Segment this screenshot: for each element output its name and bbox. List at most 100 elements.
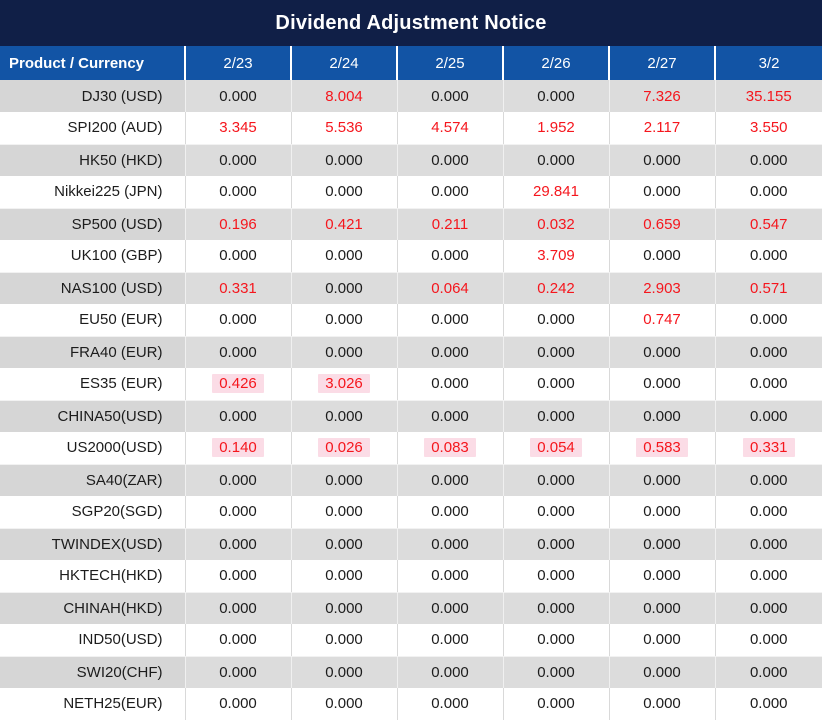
dividend-value-adjusted: 4.574 bbox=[431, 119, 469, 137]
value-cell: 0.331 bbox=[714, 432, 822, 465]
dividend-value: 0.000 bbox=[431, 663, 469, 681]
value-cell: 0.083 bbox=[396, 432, 503, 465]
dividend-value: 0.000 bbox=[431, 503, 469, 521]
value-cell: 0.571 bbox=[714, 272, 822, 304]
value-cell: 2.117 bbox=[608, 112, 715, 145]
product-label: Nikkei225 (JPN) bbox=[0, 176, 185, 209]
dividend-value: 0.000 bbox=[431, 695, 469, 713]
table-row: DJ30 (USD) 0.000 8.004 0.000 0.000 7.326 35.15… bbox=[0, 80, 822, 112]
value-cell: 0.000 bbox=[502, 400, 609, 432]
dividend-value: 0.000 bbox=[219, 87, 257, 105]
value-cell: 0.000 bbox=[396, 464, 503, 496]
value-cell: 0.000 bbox=[396, 304, 503, 337]
value-cell: 0.000 bbox=[184, 80, 291, 112]
dividend-value-adjusted: 0.331 bbox=[742, 438, 795, 458]
value-cell: 0.000 bbox=[714, 528, 822, 560]
dividend-value: 0.000 bbox=[749, 247, 788, 265]
value-cell: 0.000 bbox=[714, 656, 822, 688]
dividend-value: 0.000 bbox=[643, 503, 681, 521]
table-row: SP500 (USD) 0.196 0.421 0.211 0.032 0.659 0.54… bbox=[0, 208, 822, 240]
value-cell: 0.000 bbox=[714, 624, 822, 657]
dividend-value: 0.000 bbox=[431, 535, 469, 553]
dividend-value: 0.000 bbox=[749, 311, 788, 329]
dividend-value: 0.000 bbox=[219, 407, 257, 425]
value-cell: 0.000 bbox=[714, 336, 822, 368]
value-cell: 0.000 bbox=[290, 656, 397, 688]
value-cell: 0.000 bbox=[502, 592, 609, 624]
dividend-value: 0.000 bbox=[537, 567, 575, 585]
value-cell: 0.000 bbox=[714, 688, 822, 720]
value-cell: 0.000 bbox=[714, 496, 822, 529]
dividend-value: 0.000 bbox=[219, 567, 257, 585]
dividend-value: 0.000 bbox=[537, 407, 575, 425]
dividend-value: 0.000 bbox=[431, 87, 469, 105]
value-cell: 0.000 bbox=[184, 688, 291, 720]
dividend-value-adjusted: 0.547 bbox=[749, 215, 788, 233]
dividend-value: 0.000 bbox=[643, 535, 681, 553]
header-row: Product / Currency 2/23 2/24 2/25 2/26 2… bbox=[0, 46, 822, 80]
value-cell: 0.000 bbox=[290, 464, 397, 496]
value-cell: 2.903 bbox=[608, 272, 715, 304]
dividend-value-adjusted: 0.140 bbox=[212, 438, 264, 458]
value-cell: 0.000 bbox=[608, 624, 715, 657]
dividend-value: 0.000 bbox=[749, 695, 788, 713]
dividend-value: 0.000 bbox=[537, 631, 575, 649]
value-cell: 0.000 bbox=[714, 176, 822, 209]
dividend-value: 0.000 bbox=[431, 311, 469, 329]
dividend-value-adjusted: 3.345 bbox=[219, 119, 257, 137]
value-cell: 0.000 bbox=[714, 592, 822, 624]
value-cell: 0.000 bbox=[714, 144, 822, 176]
dividend-value: 0.000 bbox=[537, 311, 575, 329]
value-cell: 0.000 bbox=[396, 560, 503, 593]
dividend-value: 0.000 bbox=[325, 503, 363, 521]
dividend-value: 0.000 bbox=[643, 151, 681, 169]
dividend-value: 0.000 bbox=[431, 151, 469, 169]
dividend-value: 0.000 bbox=[325, 631, 363, 649]
dividend-value-adjusted: 3.709 bbox=[537, 247, 575, 265]
value-cell: 0.000 bbox=[290, 176, 397, 209]
table-row: IND50(USD) 0.000 0.000 0.000 0.000 0.000 0.000 bbox=[0, 624, 822, 657]
table-row: FRA40 (EUR) 0.000 0.000 0.000 0.000 0.000 0.00… bbox=[0, 336, 822, 368]
value-cell: 0.000 bbox=[184, 656, 291, 688]
dividend-value-adjusted: 0.026 bbox=[318, 438, 370, 458]
dividend-value: 0.000 bbox=[325, 343, 363, 361]
value-cell: 8.004 bbox=[290, 80, 397, 112]
product-label: SGP20(SGD) bbox=[0, 496, 185, 529]
value-cell: 3.345 bbox=[184, 112, 291, 145]
product-label: NAS100 (USD) bbox=[0, 272, 185, 304]
value-cell: 0.421 bbox=[290, 208, 397, 240]
dividend-value: 0.000 bbox=[749, 503, 788, 521]
dividend-value: 0.000 bbox=[643, 247, 681, 265]
dividend-value: 0.000 bbox=[643, 471, 681, 489]
dividend-value: 0.000 bbox=[643, 695, 681, 713]
dividend-value-adjusted: 0.331 bbox=[219, 279, 257, 297]
value-cell: 0.000 bbox=[396, 528, 503, 560]
dividend-value-adjusted: 0.747 bbox=[643, 311, 681, 329]
dividend-value: 0.000 bbox=[537, 375, 575, 393]
dividend-value: 0.000 bbox=[749, 407, 788, 425]
dividend-value: 0.000 bbox=[325, 535, 363, 553]
dividend-value: 0.000 bbox=[643, 631, 681, 649]
value-cell: 0.000 bbox=[608, 240, 715, 273]
value-cell: 0.000 bbox=[608, 144, 715, 176]
product-label: TWINDEX(USD) bbox=[0, 528, 185, 560]
value-cell: 0.140 bbox=[184, 432, 291, 465]
dividend-value-adjusted: 0.032 bbox=[537, 215, 575, 233]
dividend-value: 0.000 bbox=[431, 471, 469, 489]
dividend-value: 0.000 bbox=[431, 247, 469, 265]
dividend-value: 0.000 bbox=[643, 599, 681, 617]
value-cell: 0.000 bbox=[714, 304, 822, 337]
table-row: CHINAH(HKD) 0.000 0.000 0.000 0.000 0.000 0.00… bbox=[0, 592, 822, 624]
value-cell: 0.000 bbox=[290, 496, 397, 529]
dividend-value: 0.000 bbox=[749, 631, 788, 649]
dividend-value: 0.000 bbox=[219, 151, 257, 169]
dividend-value: 0.000 bbox=[749, 599, 788, 617]
value-cell: 0.000 bbox=[290, 144, 397, 176]
dividend-value: 0.000 bbox=[431, 599, 469, 617]
value-cell: 0.000 bbox=[502, 496, 609, 529]
dividend-value: 0.000 bbox=[537, 87, 575, 105]
value-cell: 0.000 bbox=[714, 464, 822, 496]
product-label: SP500 (USD) bbox=[0, 208, 185, 240]
dividend-value: 0.000 bbox=[643, 407, 681, 425]
value-cell: 0.000 bbox=[396, 240, 503, 273]
